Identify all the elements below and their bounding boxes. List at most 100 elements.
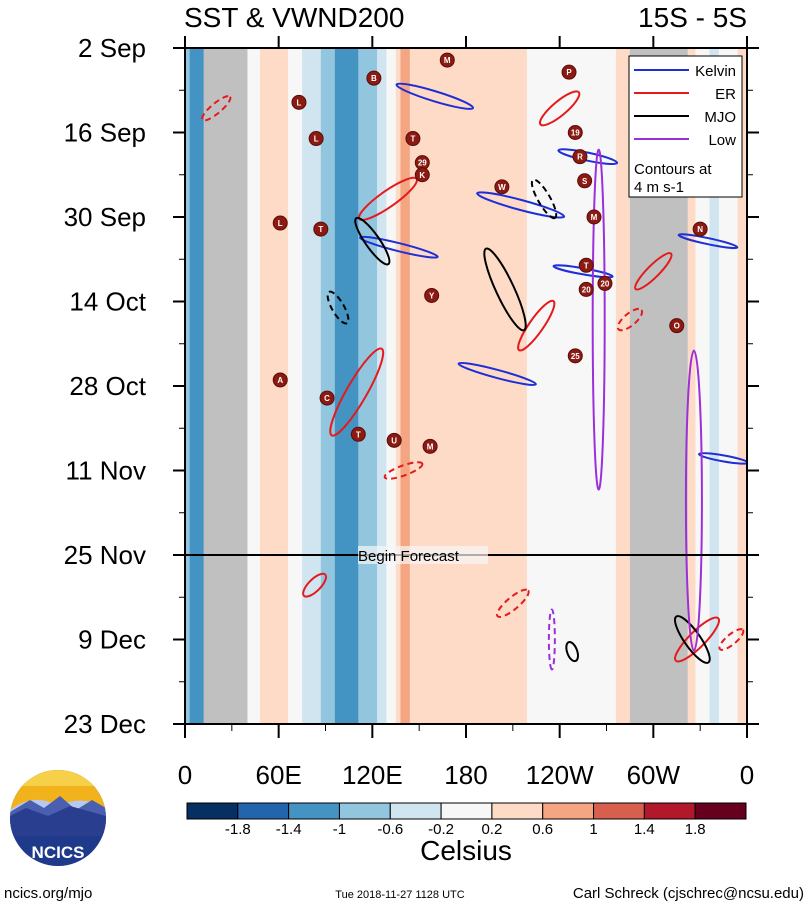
colorbar-swatch xyxy=(694,802,747,820)
sst-column xyxy=(339,48,345,724)
wave-contour xyxy=(538,90,581,127)
colorbar-swatch xyxy=(186,802,239,820)
wave-contour xyxy=(530,178,558,220)
sst-column xyxy=(372,48,378,724)
sst-column xyxy=(540,48,547,724)
sst-column xyxy=(250,48,256,724)
sst-column xyxy=(625,48,631,724)
svg-text:U: U xyxy=(391,436,397,445)
colorbar-label: -1.8 xyxy=(225,821,251,838)
wave-contour xyxy=(383,461,424,480)
svg-text:19: 19 xyxy=(571,129,580,138)
storm-marker: L xyxy=(308,131,324,147)
sst-column xyxy=(536,48,542,724)
chart-title: SST & VWND200 xyxy=(184,2,404,33)
svg-text:W: W xyxy=(498,183,506,192)
svg-text:O: O xyxy=(674,322,680,331)
sst-column xyxy=(690,48,697,724)
svg-text:R: R xyxy=(577,153,583,162)
wave-contour xyxy=(354,216,391,266)
colorbar-swatch xyxy=(491,802,544,820)
sst-column xyxy=(325,48,331,724)
sst-column xyxy=(381,48,387,724)
storm-marker: P xyxy=(561,64,577,80)
sst-column xyxy=(419,48,425,724)
storm-marker: C xyxy=(319,390,335,406)
svg-text:20: 20 xyxy=(600,279,609,288)
storm-marker: M xyxy=(439,52,455,68)
storm-marker: B xyxy=(366,70,382,86)
colorbar-label: 0.6 xyxy=(532,821,553,838)
sst-column xyxy=(723,48,729,724)
storm-marker: L xyxy=(291,94,307,110)
colorbar-swatch xyxy=(440,802,493,820)
sst-column xyxy=(423,48,430,724)
sst-column xyxy=(564,48,570,724)
wave-contour xyxy=(591,148,606,491)
sst-column xyxy=(194,48,200,724)
legend: Kelvin ER MJO Low Contours at 4 m s-1 xyxy=(628,55,743,198)
sst-column xyxy=(377,48,383,724)
svg-text:25: 25 xyxy=(571,352,580,361)
svg-text:L: L xyxy=(314,135,319,144)
sst-column xyxy=(447,48,453,724)
storm-marker: S xyxy=(577,173,593,189)
y-tick-label: 28 Oct xyxy=(69,371,146,401)
colorbar-label: 0.2 xyxy=(481,821,502,838)
sst-column xyxy=(494,48,500,724)
sst-column xyxy=(554,48,561,724)
wave-contour xyxy=(476,191,566,219)
wave-contour xyxy=(697,452,747,465)
y-tick-label: 11 Nov xyxy=(66,456,146,486)
colorbar-label: -0.6 xyxy=(377,821,403,838)
sst-column xyxy=(302,48,308,724)
y-tick-label: 25 Nov xyxy=(64,540,146,570)
legend-kelvin: Kelvin xyxy=(695,63,736,80)
sst-column xyxy=(573,48,579,724)
sst-column xyxy=(578,48,584,724)
svg-text:S: S xyxy=(582,177,588,186)
x-tick-label: 120W xyxy=(526,760,594,790)
y-tick-label: 2 Sep xyxy=(78,33,146,63)
sst-column xyxy=(522,48,528,724)
colorbar-label: 1 xyxy=(589,821,597,838)
sst-column xyxy=(185,48,191,724)
legend-note-2: 4 m s-1 xyxy=(634,179,684,196)
storm-marker: T xyxy=(350,426,366,442)
sst-column xyxy=(409,48,416,724)
legend-note-1: Contours at xyxy=(634,161,712,178)
storm-marker: T xyxy=(405,131,421,147)
sst-column xyxy=(718,48,725,724)
sst-column xyxy=(606,48,612,724)
wave-contour xyxy=(457,361,537,386)
sst-column xyxy=(559,48,565,724)
wave-contour xyxy=(395,82,475,110)
colorbar-swatch xyxy=(593,802,645,820)
sst-column xyxy=(475,48,481,724)
sst-column xyxy=(597,48,603,724)
sst-column xyxy=(348,48,355,724)
sst-column xyxy=(512,48,519,724)
region-label: 15S - 5S xyxy=(638,2,747,33)
sst-column xyxy=(353,48,359,724)
sst-column xyxy=(531,48,537,724)
storm-marker: A xyxy=(272,372,288,388)
sst-column xyxy=(297,48,303,724)
sst-column xyxy=(437,48,444,724)
colorbar-label: -0.2 xyxy=(428,821,454,838)
sst-column xyxy=(428,48,434,724)
wave-contour xyxy=(674,615,711,664)
y-tick-label: 14 Oct xyxy=(69,287,146,317)
sst-column xyxy=(386,48,392,724)
storm-marker: T xyxy=(578,257,594,273)
y-tick-label: 16 Sep xyxy=(64,118,146,148)
wave-contour xyxy=(565,641,579,663)
sst-column xyxy=(255,48,261,724)
y-tick-label: 30 Sep xyxy=(64,202,146,232)
sst-column xyxy=(503,48,509,724)
x-tick-label: 60E xyxy=(256,760,302,790)
sst-column xyxy=(714,48,720,724)
wave-contour xyxy=(201,95,232,122)
sst-column xyxy=(358,48,364,724)
sst-column xyxy=(484,48,491,724)
